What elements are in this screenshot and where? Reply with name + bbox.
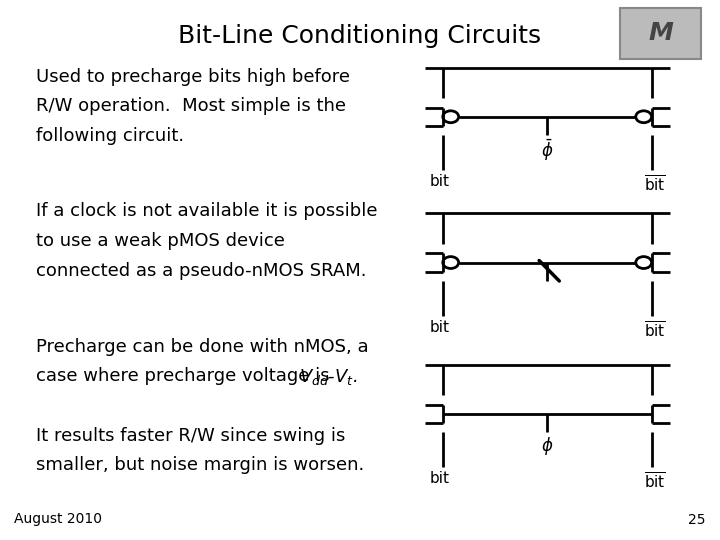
Text: Precharge can be done with nMOS, a: Precharge can be done with nMOS, a xyxy=(36,338,369,355)
Text: $\overline{\mathrm{bit}}$: $\overline{\mathrm{bit}}$ xyxy=(644,174,666,194)
Text: M: M xyxy=(648,21,673,45)
Text: It results faster R/W since swing is: It results faster R/W since swing is xyxy=(36,427,346,444)
Text: smaller, but noise margin is worsen.: smaller, but noise margin is worsen. xyxy=(36,456,364,474)
Text: bit: bit xyxy=(429,471,449,487)
Text: If a clock is not available it is possible: If a clock is not available it is possib… xyxy=(36,202,377,220)
Text: Bit-Line Conditioning Circuits: Bit-Line Conditioning Circuits xyxy=(179,24,541,48)
Text: August 2010: August 2010 xyxy=(14,512,102,526)
Text: bit: bit xyxy=(429,320,449,335)
Text: connected as a pseudo-nMOS SRAM.: connected as a pseudo-nMOS SRAM. xyxy=(36,262,366,280)
Text: $\overline{\mathrm{bit}}$: $\overline{\mathrm{bit}}$ xyxy=(644,471,666,491)
Text: $\overline{\mathrm{bit}}$: $\overline{\mathrm{bit}}$ xyxy=(644,320,666,340)
Text: $\phi$: $\phi$ xyxy=(541,435,554,457)
Text: 25: 25 xyxy=(688,512,706,526)
Text: to use a weak pMOS device: to use a weak pMOS device xyxy=(36,232,285,250)
Text: R/W operation.  Most simple is the: R/W operation. Most simple is the xyxy=(36,97,346,115)
Text: following circuit.: following circuit. xyxy=(36,127,184,145)
Text: Used to precharge bits high before: Used to precharge bits high before xyxy=(36,68,350,85)
Text: $\bar{\phi}$: $\bar{\phi}$ xyxy=(541,138,554,164)
Text: case where precharge voltage is: case where precharge voltage is xyxy=(36,367,336,385)
Text: $V_{dd}$-$V_t$.: $V_{dd}$-$V_t$. xyxy=(299,367,357,387)
Text: bit: bit xyxy=(429,174,449,190)
